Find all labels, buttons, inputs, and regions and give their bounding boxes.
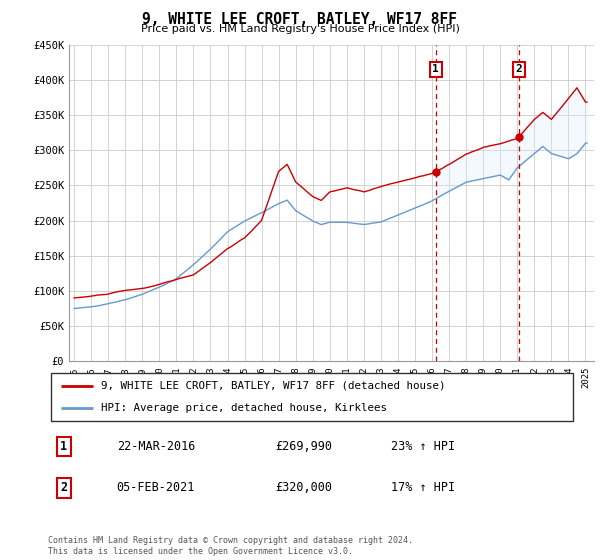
Text: 9, WHITE LEE CROFT, BATLEY, WF17 8FF: 9, WHITE LEE CROFT, BATLEY, WF17 8FF <box>143 12 458 27</box>
Text: 2: 2 <box>60 481 67 494</box>
Text: 1: 1 <box>433 64 439 74</box>
Text: 23% ↑ HPI: 23% ↑ HPI <box>391 440 455 453</box>
FancyBboxPatch shape <box>50 374 574 421</box>
Text: 17% ↑ HPI: 17% ↑ HPI <box>391 481 455 494</box>
Text: Price paid vs. HM Land Registry's House Price Index (HPI): Price paid vs. HM Land Registry's House … <box>140 24 460 34</box>
Text: Contains HM Land Registry data © Crown copyright and database right 2024.
This d: Contains HM Land Registry data © Crown c… <box>48 536 413 556</box>
Text: 22-MAR-2016: 22-MAR-2016 <box>116 440 195 453</box>
Text: £320,000: £320,000 <box>275 481 332 494</box>
Text: HPI: Average price, detached house, Kirklees: HPI: Average price, detached house, Kirk… <box>101 403 387 413</box>
Text: 1: 1 <box>60 440 67 453</box>
Text: 2: 2 <box>515 64 522 74</box>
Text: 05-FEB-2021: 05-FEB-2021 <box>116 481 195 494</box>
Text: £269,990: £269,990 <box>275 440 332 453</box>
Text: 9, WHITE LEE CROFT, BATLEY, WF17 8FF (detached house): 9, WHITE LEE CROFT, BATLEY, WF17 8FF (de… <box>101 381 445 391</box>
